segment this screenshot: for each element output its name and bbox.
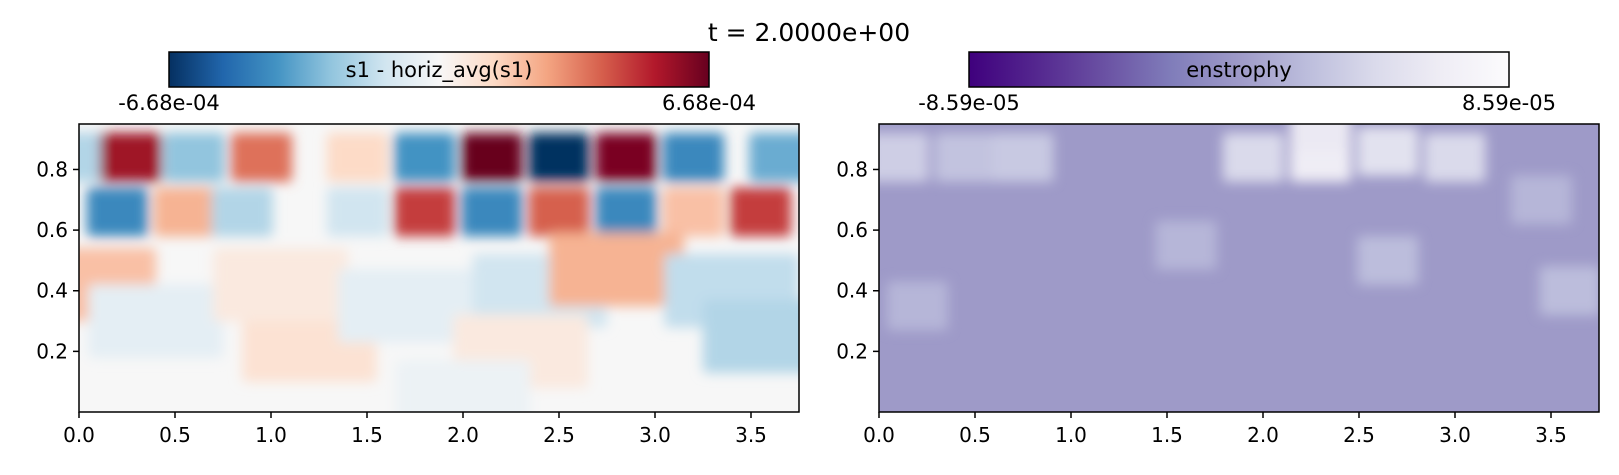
y-tick-label: 0.8: [836, 157, 868, 181]
plot-frame-s1-anomaly: [78, 123, 800, 413]
y-tick-label: 0.2: [836, 339, 868, 363]
colorbar-min-label-enstrophy: -8.59e-05: [918, 91, 1020, 115]
heatmap-cell: [338, 269, 473, 343]
heatmap-cell: [326, 187, 388, 237]
heatmap-cell: [394, 187, 456, 237]
heatmap-cell: [461, 187, 523, 237]
y-axis-s1-anomaly: 0.2 0.4 0.6 0.8: [36, 157, 79, 363]
heatmap-cells-s1-anomaly: [79, 132, 799, 412]
x-tick-label: 3.5: [735, 423, 767, 447]
x-tick-label: 1.0: [255, 423, 287, 447]
x-tick-label: 3.0: [639, 423, 671, 447]
colorbar-s1-anomaly: [168, 51, 710, 88]
heatmap-cell: [163, 132, 225, 182]
heatmap-cell: [1222, 132, 1284, 182]
x-tick-label: 2.0: [447, 423, 479, 447]
plot-frame-enstrophy: [878, 123, 1600, 413]
x-tick-label: 2.0: [1247, 423, 1279, 447]
heatmap-cell: [879, 132, 929, 182]
y-tick-label: 0.6: [836, 218, 868, 242]
x-tick-label: 1.5: [351, 423, 383, 447]
heatmap-cell: [86, 187, 148, 237]
heatmap-cell: [662, 187, 724, 237]
heatmap-cell: [749, 132, 799, 182]
heatmap-cell: [992, 132, 1054, 182]
heatmap-cell: [702, 299, 799, 373]
x-tick-label: 0.5: [159, 423, 191, 447]
heatmap-cell: [1424, 132, 1486, 182]
x-tick-label: 2.5: [1343, 423, 1375, 447]
colorbar-label-s1-anomaly: s1 - horiz_avg(s1): [346, 58, 533, 83]
heatmap-cell: [730, 187, 792, 237]
panel-s1-anomaly: s1 - horiz_avg(s1) -6.68e-04 6.68e-04 0.…: [36, 51, 800, 447]
heatmap-cell: [326, 132, 388, 182]
heatmap-cell: [88, 284, 224, 358]
colorbar-min-label-s1-anomaly: -6.68e-04: [118, 91, 220, 115]
y-tick-label: 0.8: [36, 157, 68, 181]
x-tick-label: 3.0: [1439, 423, 1471, 447]
heatmap-cell: [154, 187, 216, 237]
heatmap-cell: [1357, 126, 1419, 176]
colorbar-max-label-s1-anomaly: 6.68e-04: [662, 91, 756, 115]
heatmap-cell: [1357, 235, 1419, 285]
heatmap-cell: [1510, 175, 1572, 225]
heatmap-cell: [395, 360, 531, 412]
heatmap-cell: [100, 132, 162, 182]
y-axis-enstrophy: 0.2 0.4 0.6 0.8: [836, 157, 879, 363]
heatmap-cell: [662, 132, 724, 182]
colorbar-max-label-enstrophy: 8.59e-05: [1462, 91, 1556, 115]
heatmap-cell: [1539, 266, 1599, 316]
x-tick-label: 0.0: [63, 423, 95, 447]
heatmap-cells-enstrophy: [879, 124, 1599, 331]
heatmap-cell: [461, 132, 523, 182]
heatmap-cell: [1290, 124, 1352, 152]
heatmap-cell: [886, 281, 948, 331]
x-tick-label: 0.5: [959, 423, 991, 447]
heatmap-cell: [213, 247, 348, 322]
y-tick-label: 0.4: [36, 279, 68, 303]
heatmap-cell: [528, 132, 590, 182]
colorbar-enstrophy: [968, 51, 1510, 88]
heatmap-cell: [549, 232, 684, 307]
x-tick-label: 0.0: [863, 423, 895, 447]
x-tick-label: 1.5: [1151, 423, 1183, 447]
heatmap-cell: [595, 187, 657, 237]
heatmap-cell: [528, 187, 590, 237]
heatmap-cell: [211, 187, 273, 237]
x-axis-s1-anomaly: 0.0 0.5 1.0 1.5 2.0 2.5 3.0 3.5: [63, 412, 767, 447]
figure-title: t = 2.0000e+00: [708, 18, 910, 47]
x-tick-label: 2.5: [543, 423, 575, 447]
y-tick-label: 0.6: [36, 218, 68, 242]
x-tick-label: 1.0: [1055, 423, 1087, 447]
y-tick-label: 0.2: [36, 339, 68, 363]
heatmap-cell: [394, 132, 456, 182]
panel-enstrophy: enstrophy -8.59e-05 8.59e-05 0.0 0.5 1.0 1.…: [836, 51, 1600, 447]
x-tick-label: 3.5: [1535, 423, 1567, 447]
heatmap-cell: [595, 132, 657, 182]
x-axis-enstrophy: 0.0 0.5 1.0 1.5 2.0 2.5 3.0 3.5: [863, 412, 1567, 447]
heatmap-cell: [1155, 220, 1217, 270]
heatmap-cell: [230, 132, 292, 182]
heatmap-cell: [934, 132, 996, 182]
y-tick-label: 0.4: [836, 279, 868, 303]
colorbar-label-enstrophy: enstrophy: [1186, 58, 1292, 82]
